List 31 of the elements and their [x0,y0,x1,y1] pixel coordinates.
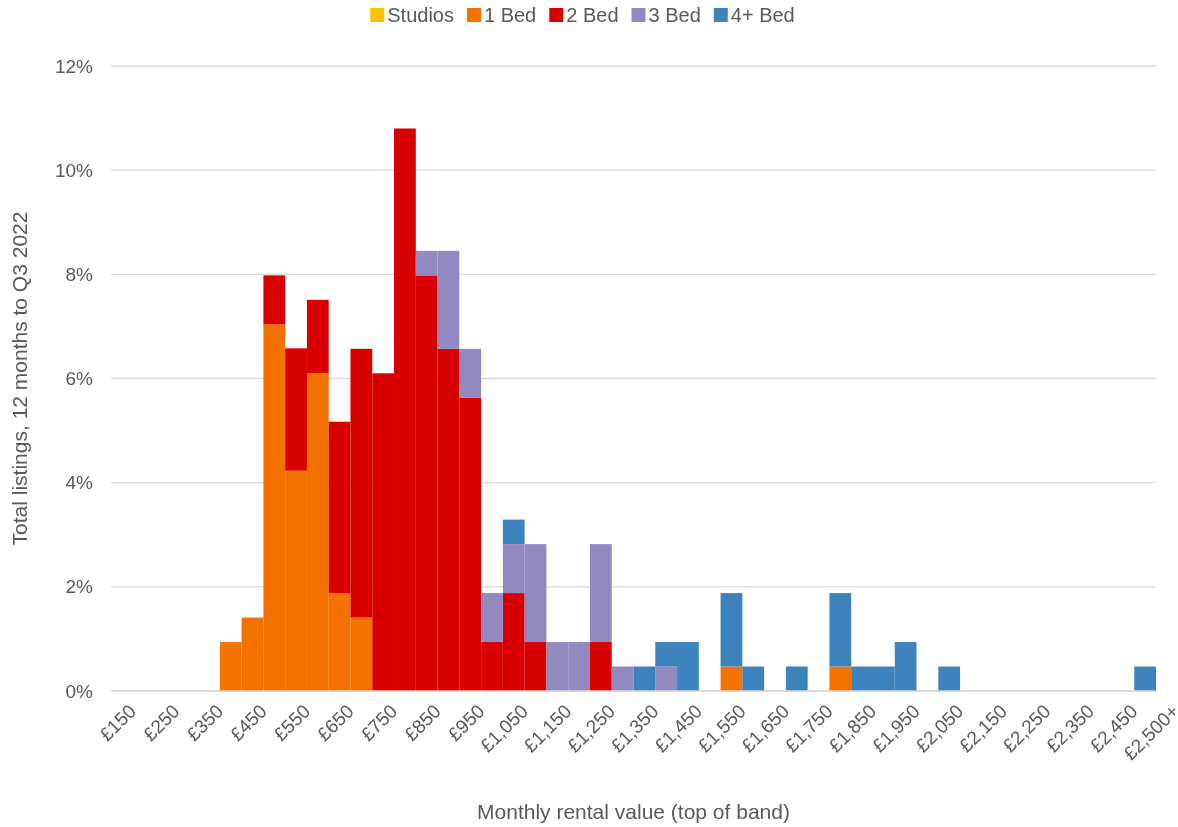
y-axis-title: Total listings, 12 months to Q3 2022 [8,211,31,546]
bar [785,666,808,691]
legend-label: 4+ Bed [730,4,795,26]
x-axis-title: Monthly rental value (top of band) [477,800,790,823]
y-tick-label: 6% [65,368,94,390]
bar [611,666,634,691]
legend-label: 2 Bed [566,4,619,26]
bar [1134,666,1156,691]
bar [829,666,852,691]
bar [263,275,286,325]
bar [633,666,656,691]
y-tick-label: 2% [65,576,94,598]
bar [589,544,612,643]
legend-label: 3 Bed [648,4,701,26]
bar [459,348,482,398]
bar [829,593,852,667]
legend-label: 1 Bed [483,4,537,26]
legend-label: Studios [387,4,454,26]
bar [938,666,961,691]
bar [655,666,678,691]
y-tick-label: 0% [65,680,94,702]
bar [720,666,743,691]
y-tick-label: 8% [65,263,94,285]
y-tick-label: 12% [54,55,94,77]
bar [742,666,765,691]
y-tick-label: 10% [54,159,94,181]
bar [589,642,612,691]
bar [502,519,525,545]
bar [720,593,743,667]
bar [481,593,503,643]
y-tick-label: 4% [65,472,94,494]
